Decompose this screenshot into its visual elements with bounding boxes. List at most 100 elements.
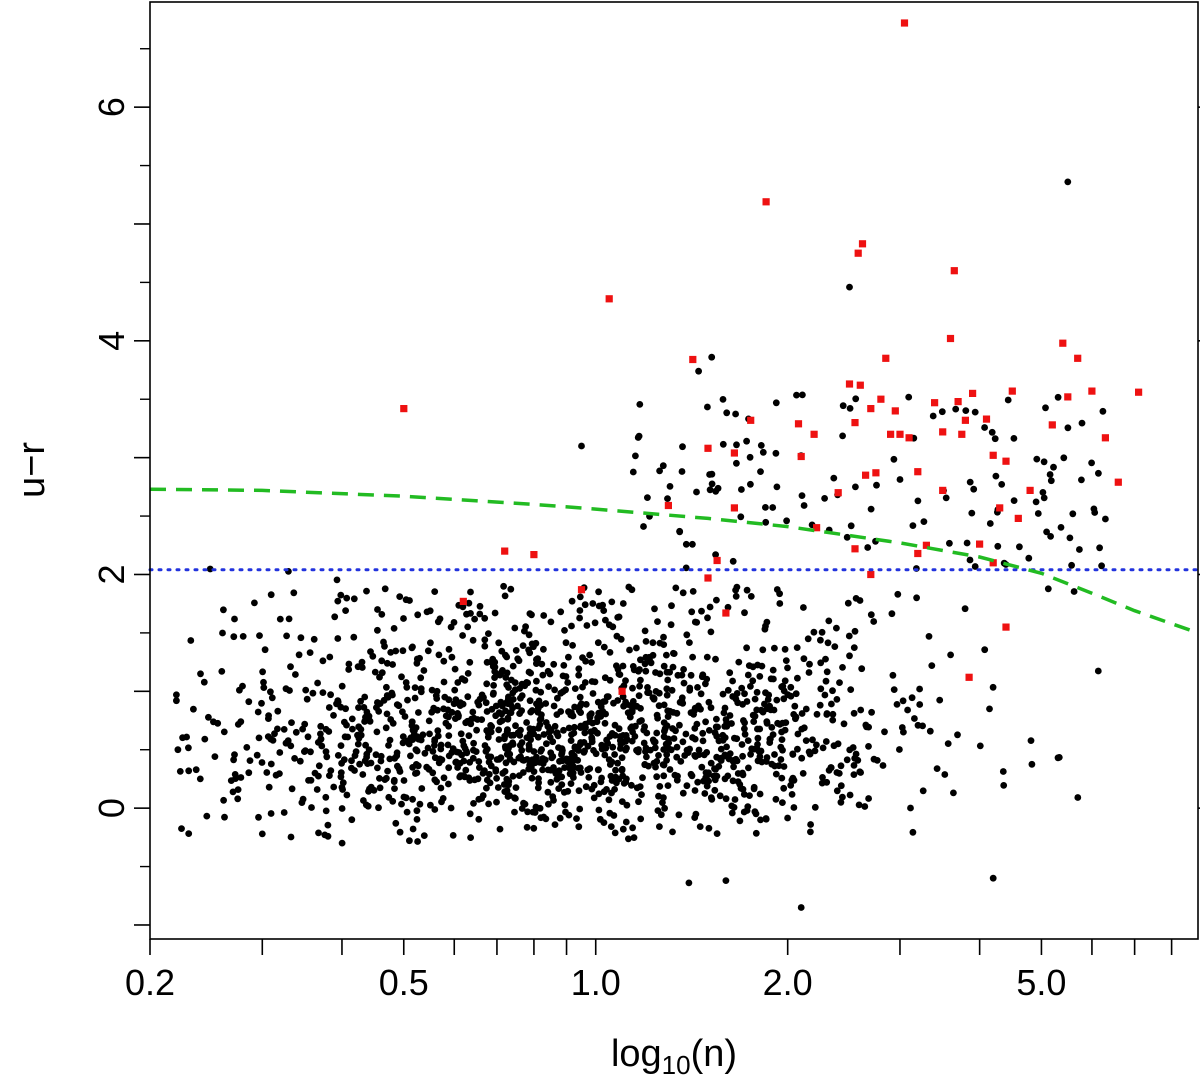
black-data-point (467, 834, 474, 841)
black-data-point (315, 829, 322, 837)
black-data-point (595, 602, 603, 610)
black-data-point (507, 732, 515, 739)
black-data-point (629, 663, 637, 670)
black-data-point (591, 727, 599, 735)
black-data-point (722, 877, 730, 884)
black-data-point (178, 825, 185, 832)
black-data-point (836, 679, 843, 686)
black-data-point (271, 730, 278, 738)
black-data-point (817, 685, 825, 693)
black-data-point (779, 682, 787, 690)
black-data-point (708, 480, 716, 488)
black-data-point (411, 694, 419, 702)
black-data-point (773, 483, 781, 491)
black-data-point (705, 698, 713, 706)
black-data-point (1064, 178, 1072, 186)
black-data-point (708, 795, 716, 803)
black-data-point (622, 677, 629, 685)
black-data-point (319, 657, 327, 665)
black-data-point (527, 708, 535, 716)
black-data-point (476, 764, 483, 771)
black-data-point (1040, 494, 1048, 502)
x-tick-label: 0.2 (125, 962, 175, 1003)
black-data-point (1010, 497, 1018, 504)
black-data-point (258, 699, 265, 707)
black-data-point (823, 710, 831, 717)
black-data-point (685, 879, 693, 887)
black-data-point (365, 788, 372, 795)
black-data-point (773, 586, 781, 593)
black-data-point (968, 509, 976, 517)
black-data-point (741, 730, 749, 738)
black-data-point (337, 742, 345, 749)
black-data-point (890, 455, 898, 463)
black-data-point (705, 727, 713, 734)
black-data-point (779, 799, 786, 806)
black-data-point (491, 674, 498, 681)
black-data-point (450, 619, 458, 626)
black-data-point (598, 741, 606, 749)
black-data-point (1064, 424, 1072, 432)
black-data-point (762, 504, 769, 511)
y-tick-label: 6 (91, 97, 132, 117)
black-data-point (768, 760, 776, 768)
black-data-point (533, 677, 540, 685)
black-data-point (403, 808, 411, 816)
black-data-point (870, 618, 878, 625)
black-data-point (374, 606, 381, 613)
black-data-point (326, 772, 333, 779)
black-data-point (704, 614, 711, 622)
red-data-point (1074, 354, 1082, 362)
x-tick-label: 0.5 (379, 962, 429, 1003)
black-data-point (561, 764, 568, 771)
black-data-point (365, 746, 373, 754)
black-data-point (611, 751, 618, 758)
black-data-point (619, 693, 627, 701)
black-data-point (784, 691, 792, 699)
black-data-point (285, 615, 293, 623)
black-data-point (762, 518, 770, 526)
black-data-point (399, 647, 407, 655)
black-data-point (741, 690, 748, 698)
black-data-point (916, 685, 923, 693)
black-data-point (568, 622, 575, 630)
black-data-point (629, 728, 636, 736)
black-data-point (255, 734, 263, 742)
black-data-point (810, 628, 818, 636)
black-data-point (656, 467, 663, 475)
black-data-point (500, 582, 507, 590)
x-axis-label-subscript: 10 (662, 1050, 691, 1080)
black-data-point (522, 623, 529, 631)
black-data-point (909, 522, 917, 529)
black-data-point (487, 722, 494, 729)
black-data-point (989, 683, 997, 691)
black-data-point (783, 517, 790, 525)
black-data-point (505, 781, 512, 789)
black-data-point (530, 748, 538, 755)
black-data-point (507, 585, 515, 593)
black-data-point (696, 823, 704, 830)
black-data-point (545, 800, 552, 808)
black-data-point (334, 697, 342, 705)
black-data-point (1028, 760, 1036, 768)
black-data-point (680, 666, 687, 673)
black-data-point (359, 771, 367, 778)
black-data-point (526, 649, 534, 657)
black-data-point (255, 813, 262, 821)
black-data-point (743, 644, 750, 652)
black-data-point (554, 769, 562, 777)
black-data-point (1054, 393, 1062, 401)
black-data-point (567, 780, 575, 787)
black-data-point (663, 651, 670, 659)
black-data-point (478, 795, 485, 802)
black-data-point (501, 735, 508, 743)
black-data-point (557, 608, 565, 616)
black-data-point (496, 718, 504, 726)
black-data-point (697, 690, 705, 698)
black-data-point (407, 752, 414, 760)
black-data-point (555, 744, 562, 751)
black-data-point (1060, 454, 1068, 462)
black-data-point (637, 815, 645, 823)
black-data-point (253, 751, 261, 759)
black-data-point (635, 798, 642, 806)
